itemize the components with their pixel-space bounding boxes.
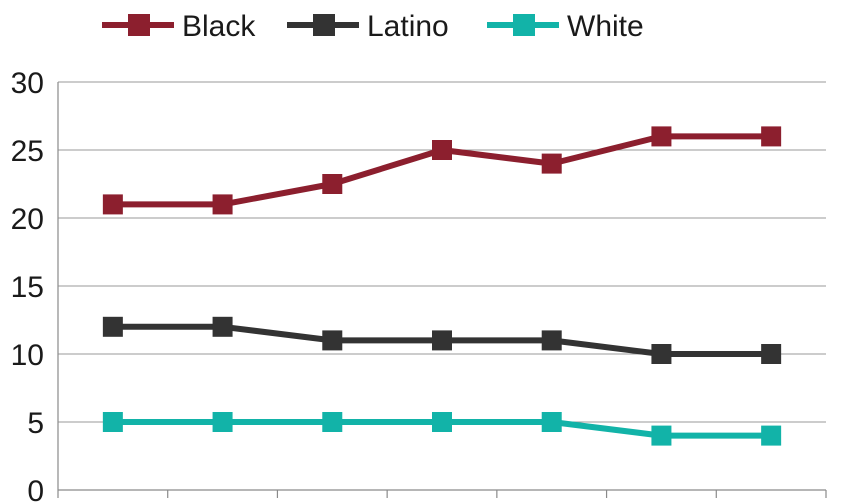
y-tick-labels: 0 5 10 15 20 25 30 bbox=[11, 67, 44, 504]
data-point-latino bbox=[102, 316, 123, 337]
data-point-latino bbox=[761, 344, 782, 364]
data-point-latino bbox=[541, 330, 562, 351]
y-tick-label: 30 bbox=[11, 67, 44, 100]
data-point-latino bbox=[432, 330, 452, 351]
data-point-white bbox=[541, 412, 562, 432]
data-point-black bbox=[212, 194, 233, 215]
legend-marker-white bbox=[513, 14, 535, 36]
y-tick-label: 15 bbox=[11, 271, 44, 304]
axes bbox=[57, 82, 827, 498]
legend-label-black: Black bbox=[182, 10, 256, 43]
data-point-black bbox=[322, 174, 343, 194]
data-point-black bbox=[432, 140, 452, 160]
y-tick-label: 20 bbox=[11, 203, 44, 236]
legend-label-latino: Latino bbox=[367, 10, 449, 43]
data-point-white bbox=[322, 412, 343, 432]
legend-marker-latino bbox=[313, 14, 335, 36]
data-point-black bbox=[761, 126, 782, 147]
legend-item-black: Black bbox=[102, 10, 256, 43]
data-point-black bbox=[541, 153, 562, 174]
data-point-latino bbox=[651, 344, 672, 364]
y-tick-label: 0 bbox=[27, 475, 44, 504]
series-lines bbox=[102, 126, 782, 446]
data-point-white bbox=[102, 412, 123, 432]
y-tick-label: 5 bbox=[27, 407, 44, 440]
data-point-black bbox=[651, 126, 672, 147]
data-point-latino bbox=[212, 316, 233, 337]
legend-item-white: White bbox=[487, 10, 644, 43]
legend-item-latino: Latino bbox=[287, 10, 449, 43]
data-point-white bbox=[212, 412, 233, 432]
data-point-white bbox=[761, 425, 782, 446]
data-point-black bbox=[102, 194, 123, 215]
legend-label-white: White bbox=[567, 10, 644, 43]
data-point-white bbox=[432, 412, 452, 432]
y-tick-label: 10 bbox=[11, 339, 44, 372]
data-point-latino bbox=[322, 330, 343, 351]
legend: Black Latino White bbox=[102, 10, 644, 43]
y-tick-label: 25 bbox=[11, 135, 44, 168]
gridlines bbox=[58, 81, 826, 423]
legend-marker-black bbox=[128, 14, 150, 36]
data-point-white bbox=[651, 425, 672, 446]
